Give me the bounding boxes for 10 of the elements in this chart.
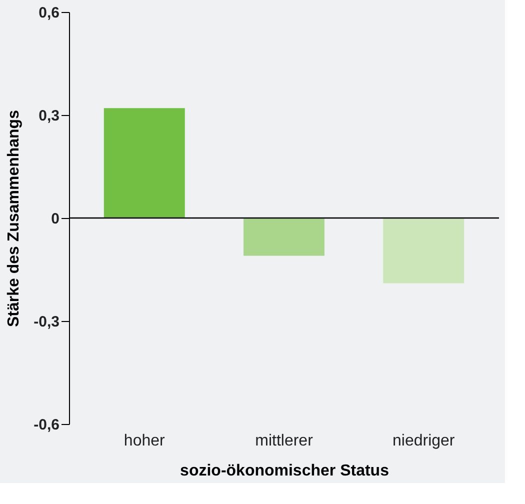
x-tick-label: mittlerer [255,432,314,450]
x-tick-label: niedriger [392,432,456,450]
y-tick-label: -0,3 [34,314,60,330]
x-axis-title: sozio-ökonomischer Status [180,462,390,480]
y-tick-label: 0,3 [38,108,60,124]
y-tick-label: 0 [51,210,60,228]
x-tick-label: hoher [124,432,166,450]
y-tick-label: 0,6 [38,4,60,22]
y-tick-label: -0,6 [34,416,60,434]
y-axis-title: Stärke des Zusammenhangs [6,110,23,327]
